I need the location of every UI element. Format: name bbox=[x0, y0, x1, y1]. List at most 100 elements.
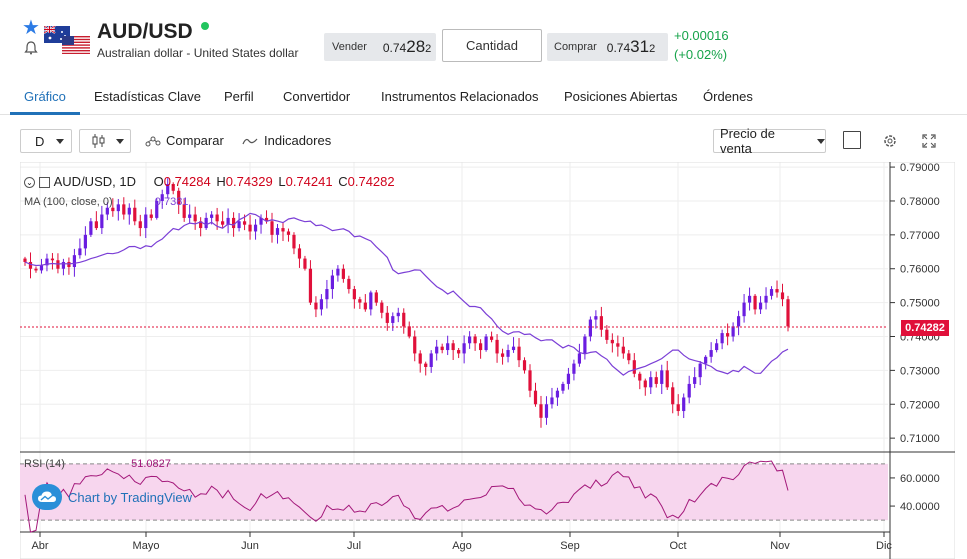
price-type-select[interactable]: Precio de venta bbox=[713, 126, 826, 156]
watermark-text: Chart by TradingView bbox=[68, 489, 193, 505]
candle-body bbox=[555, 390, 560, 398]
candle-body bbox=[155, 200, 159, 218]
legend-toggle-icon[interactable]: ⌄ bbox=[24, 177, 35, 189]
time-tick-label: Abr bbox=[31, 540, 48, 552]
favorite-star-icon[interactable]: ★ bbox=[22, 17, 40, 39]
candle-body bbox=[193, 214, 197, 222]
candle-body bbox=[149, 214, 153, 218]
candle-body bbox=[747, 295, 752, 303]
candle-body bbox=[402, 312, 406, 327]
expand-icon[interactable] bbox=[922, 134, 936, 148]
candle-body bbox=[489, 336, 494, 340]
candle-body bbox=[758, 302, 763, 310]
candle-body bbox=[188, 214, 192, 218]
candle-body bbox=[424, 363, 428, 367]
tab-ordenes[interactable]: Órdenes bbox=[703, 89, 753, 104]
candle-body bbox=[237, 221, 241, 229]
chevron-down-icon bbox=[116, 138, 124, 144]
candle-body bbox=[292, 234, 296, 249]
candle-body bbox=[539, 404, 543, 418]
candle-body bbox=[446, 343, 450, 351]
candle-body bbox=[242, 221, 247, 225]
candle-body bbox=[693, 377, 697, 384]
candle-body bbox=[83, 234, 87, 249]
fullscreen-checkbox[interactable] bbox=[843, 131, 861, 149]
close-value: 0.74282 bbox=[347, 174, 395, 189]
tab-grafico[interactable]: Gráfico bbox=[24, 89, 66, 104]
candle-body bbox=[715, 343, 719, 351]
tab-convertidor[interactable]: Convertidor bbox=[283, 89, 351, 104]
tab-instrumentos-relacionados[interactable]: Instrumentos Relacionados bbox=[381, 89, 539, 104]
time-axis: Abr Mayo Jun Jul Ago Sep Oct Nov Dic bbox=[31, 532, 892, 552]
candle-body bbox=[786, 299, 790, 327]
compare-icon[interactable] bbox=[144, 134, 162, 148]
candle-body bbox=[341, 268, 345, 279]
interval-select[interactable]: D bbox=[20, 129, 72, 153]
candle-body bbox=[133, 207, 137, 222]
candle-body bbox=[23, 258, 27, 262]
legend-title: AUD/USD, 1D bbox=[53, 174, 136, 189]
indicators-icon[interactable] bbox=[242, 135, 258, 147]
tab-perfil[interactable]: Perfil bbox=[224, 89, 254, 104]
active-tab-underline bbox=[10, 112, 80, 115]
candle-body bbox=[303, 258, 307, 269]
tab-estadisticas-clave[interactable]: Estadísticas Clave bbox=[94, 89, 201, 104]
candle-body bbox=[731, 326, 735, 337]
candle-body bbox=[775, 289, 779, 293]
candle-body bbox=[742, 302, 746, 317]
candle-body bbox=[297, 248, 302, 259]
buy-label: Comprar bbox=[554, 41, 597, 53]
candle-body bbox=[270, 221, 274, 235]
candle-body bbox=[572, 363, 576, 374]
candle-body bbox=[649, 377, 653, 388]
candle-body bbox=[610, 339, 614, 344]
legend-collapse-icon[interactable] bbox=[38, 177, 50, 189]
tab-posiciones-abiertas[interactable]: Posiciones Abiertas bbox=[564, 89, 678, 104]
candle-body bbox=[544, 404, 549, 418]
compare-button[interactable]: Comparar bbox=[166, 133, 224, 148]
open-value: 0.74284 bbox=[163, 174, 211, 189]
candle-body bbox=[533, 390, 538, 405]
instrument-symbol: AUD/USD bbox=[97, 20, 193, 43]
buy-price-box[interactable]: Comprar 0.74312 bbox=[547, 33, 668, 61]
candle-body bbox=[588, 319, 592, 337]
price-tick-label: 0.76000 bbox=[900, 264, 940, 276]
tradingview-watermark[interactable]: Chart by TradingView bbox=[32, 484, 192, 510]
candle-body bbox=[550, 397, 554, 405]
candle-body bbox=[484, 336, 488, 351]
candle-body bbox=[210, 214, 214, 218]
candle-body bbox=[687, 383, 691, 398]
candle-body bbox=[457, 350, 461, 354]
candle-body bbox=[286, 231, 291, 235]
candle-body bbox=[39, 265, 44, 271]
candle-body bbox=[314, 302, 318, 310]
ohlc-legend: ⌄ AUD/USD, 1D O0.74284 H0.74329 L0.74241… bbox=[24, 174, 395, 189]
instrument-tabs: Gráfico Estadísticas Clave Perfil Conver… bbox=[0, 80, 967, 115]
candle-body bbox=[528, 370, 532, 391]
candle-body bbox=[171, 184, 175, 191]
rsi-value: 51.0827 bbox=[131, 458, 171, 470]
tradingview-cloud-icon bbox=[32, 484, 62, 510]
candle-body bbox=[89, 221, 93, 235]
price-chart[interactable]: 0.790000.780000.770000.760000.750000.740… bbox=[20, 162, 955, 559]
candle-body bbox=[330, 275, 334, 290]
candle-body bbox=[325, 289, 329, 300]
alert-bell-icon[interactable] bbox=[24, 41, 38, 55]
candle-body bbox=[780, 292, 785, 300]
candle-body bbox=[429, 353, 433, 367]
chart-type-select[interactable] bbox=[79, 129, 131, 153]
rsi-tick-label: 60.0000 bbox=[900, 473, 940, 485]
sell-price-box[interactable]: Vender 0.74282 bbox=[324, 33, 436, 61]
candle-body bbox=[522, 360, 527, 371]
candle-body bbox=[709, 350, 713, 357]
candle-body bbox=[769, 289, 774, 296]
gear-icon[interactable] bbox=[882, 133, 898, 149]
chevron-down-icon bbox=[817, 138, 825, 144]
candle-body bbox=[495, 339, 499, 354]
quantity-input[interactable]: Cantidad bbox=[442, 29, 542, 62]
time-tick-label: Jun bbox=[241, 540, 259, 552]
candle-body bbox=[753, 295, 757, 310]
candle-body bbox=[440, 346, 444, 351]
candle-body bbox=[138, 221, 142, 229]
indicators-button[interactable]: Indicadores bbox=[264, 133, 332, 148]
